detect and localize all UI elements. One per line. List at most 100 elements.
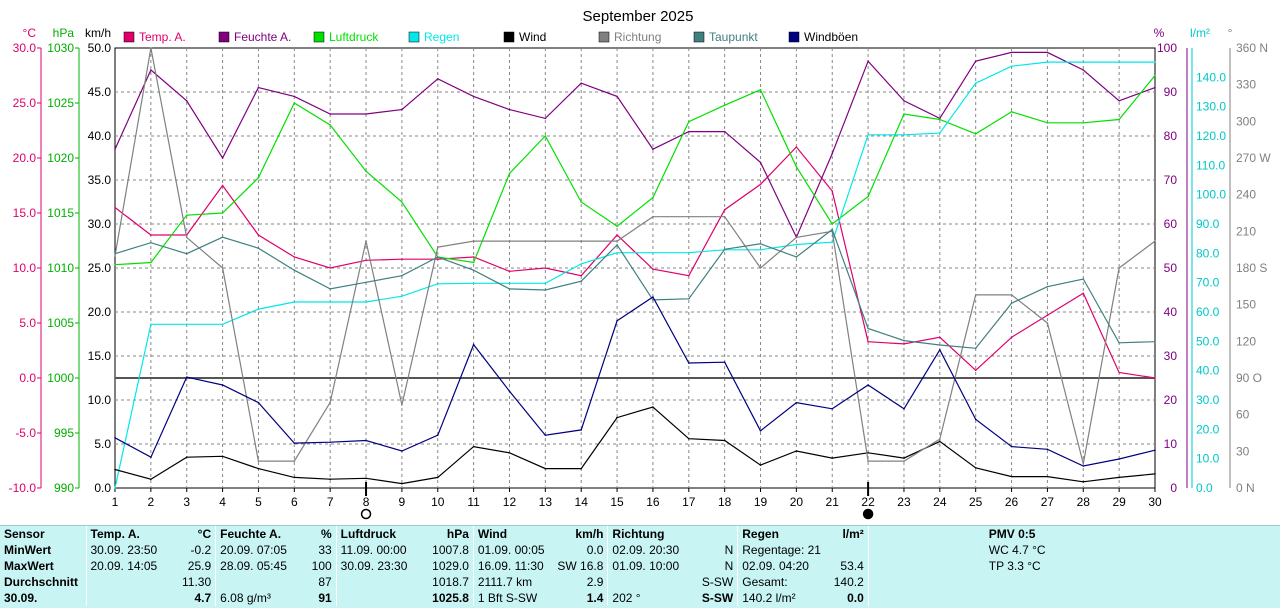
x-tick-label: 30 (1148, 495, 1162, 509)
data-point-temp-a (150, 234, 152, 236)
data-point-feuchte-a (759, 161, 762, 164)
x-tick-label: 14 (575, 495, 589, 509)
humidity-tick-label: 0 (1170, 481, 1177, 495)
new-moon-icon (862, 508, 874, 520)
x-tick-label: 9 (399, 495, 406, 509)
data-point-taupunkt (114, 252, 116, 255)
pressure-axis-label: hPa (53, 26, 75, 40)
data-point-temp-a (867, 340, 869, 343)
summary-header-cell: Sensor (4, 527, 45, 541)
direction-tick-label: 60 (1236, 408, 1250, 422)
data-point-feuchte-a (616, 95, 618, 98)
data-point-wind (616, 416, 618, 419)
direction-tick-label: 300 (1236, 114, 1256, 128)
data-point-luftdruck (329, 124, 331, 126)
data-point-temp-a (257, 234, 260, 236)
data-point-windb-en (472, 343, 475, 346)
data-point-wind (1118, 476, 1120, 479)
direction-tick-label: 120 (1236, 334, 1256, 348)
data-point-luftdruck (1118, 118, 1120, 121)
summary-cell: 16.09. 11:30 (472, 558, 554, 574)
data-point-luftdruck (939, 118, 941, 121)
summary-cell: 91 (318, 591, 332, 605)
temp-tick-label: 25.0 (13, 96, 37, 110)
summary-cell: 28.09. 05:45 (215, 558, 308, 574)
data-point-wind (185, 456, 188, 459)
data-point-richtung (293, 460, 296, 462)
data-point-richtung (365, 240, 367, 242)
summary-header-cell: Wind (472, 526, 554, 542)
data-point-windb-en (329, 441, 331, 444)
data-point-luftdruck (831, 223, 834, 225)
summary-cell (335, 590, 429, 606)
legend-swatch (503, 31, 515, 43)
data-point-taupunkt (150, 241, 152, 244)
summary-row: MaxWert 20.09. 14:05 25.9 28.09. 05:45 100 30… (0, 558, 1069, 574)
data-point-feuchte-a (1046, 51, 1049, 54)
data-point-temp-a (544, 267, 547, 269)
summary-cell: 25.9 (187, 559, 212, 573)
data-point-taupunkt (1010, 302, 1013, 305)
rain-tick-label: 80.0 (1196, 246, 1220, 260)
data-point-richtung (257, 460, 260, 462)
data-point-temp-a (831, 190, 834, 192)
x-tick-label: 22 (861, 495, 875, 509)
series-line-taupunkt (114, 228, 1156, 349)
humidity-tick-label: 60 (1164, 217, 1178, 231)
summary-cell: 1.4 (586, 591, 604, 605)
data-point-luftdruck (1154, 74, 1156, 77)
summary-cell: 202 ° (607, 590, 698, 606)
data-point-feuchte-a (185, 100, 188, 102)
x-tick-label: 4 (219, 495, 226, 509)
data-point-temp-a (472, 256, 475, 258)
data-point-temp-a (759, 183, 762, 186)
data-point-windb-en (114, 437, 116, 439)
data-point-temp-a (939, 336, 941, 339)
data-point-richtung (472, 240, 475, 242)
data-point-luftdruck (401, 201, 403, 203)
data-point-regen (472, 282, 475, 285)
data-point-taupunkt (508, 288, 511, 290)
data-point-richtung (185, 236, 188, 239)
rain-tick-label: 40.0 (1196, 364, 1220, 378)
summary-cell: 87 (318, 575, 332, 589)
summary-cell: 1007.8 (432, 543, 469, 557)
x-tick-label: 25 (969, 495, 983, 509)
temp-tick-label: 20.0 (13, 151, 37, 165)
summary-header-cell (698, 526, 738, 542)
direction-axis-label: ° (1228, 26, 1233, 40)
data-point-richtung (867, 460, 869, 462)
data-point-wind (365, 477, 367, 480)
data-point-wind (580, 467, 583, 470)
rain-tick-label: 0.0 (1196, 481, 1213, 495)
data-point-windb-en (365, 439, 367, 442)
x-tick-label: 13 (539, 495, 553, 509)
data-point-luftdruck (974, 133, 977, 135)
data-point-feuchte-a (329, 113, 331, 115)
data-point-richtung (939, 438, 941, 440)
full-moon-icon (360, 508, 372, 520)
summary-header-cell: Regen (737, 526, 830, 542)
data-point-temp-a (365, 259, 367, 262)
data-point-wind (436, 476, 439, 479)
data-point-temp-a (1010, 336, 1013, 339)
data-point-temp-a (723, 208, 726, 211)
summary-cell: 0.0 (847, 591, 864, 605)
chart-legend: Temp. A. Feuchte A. Luftdruck Regen Wind Rich… (123, 30, 858, 44)
rain-tick-label: 20.0 (1196, 422, 1220, 436)
data-point-richtung (723, 215, 726, 218)
data-point-luftdruck (723, 104, 726, 106)
data-point-regen (329, 301, 331, 303)
direction-tick-label: 270 W (1236, 151, 1271, 165)
data-point-taupunkt (723, 248, 726, 251)
data-point-regen (257, 308, 260, 310)
data-point-taupunkt (1118, 342, 1120, 344)
temp-tick-label: -5.0 (15, 426, 36, 440)
data-point-windb-en (293, 442, 296, 444)
summary-cell (215, 574, 308, 590)
data-point-taupunkt (831, 228, 834, 231)
data-point-taupunkt (616, 244, 618, 246)
series-line-feuchte-a (114, 51, 1156, 239)
wind-tick-label: 20.0 (88, 305, 112, 319)
data-point-wind (221, 455, 224, 458)
